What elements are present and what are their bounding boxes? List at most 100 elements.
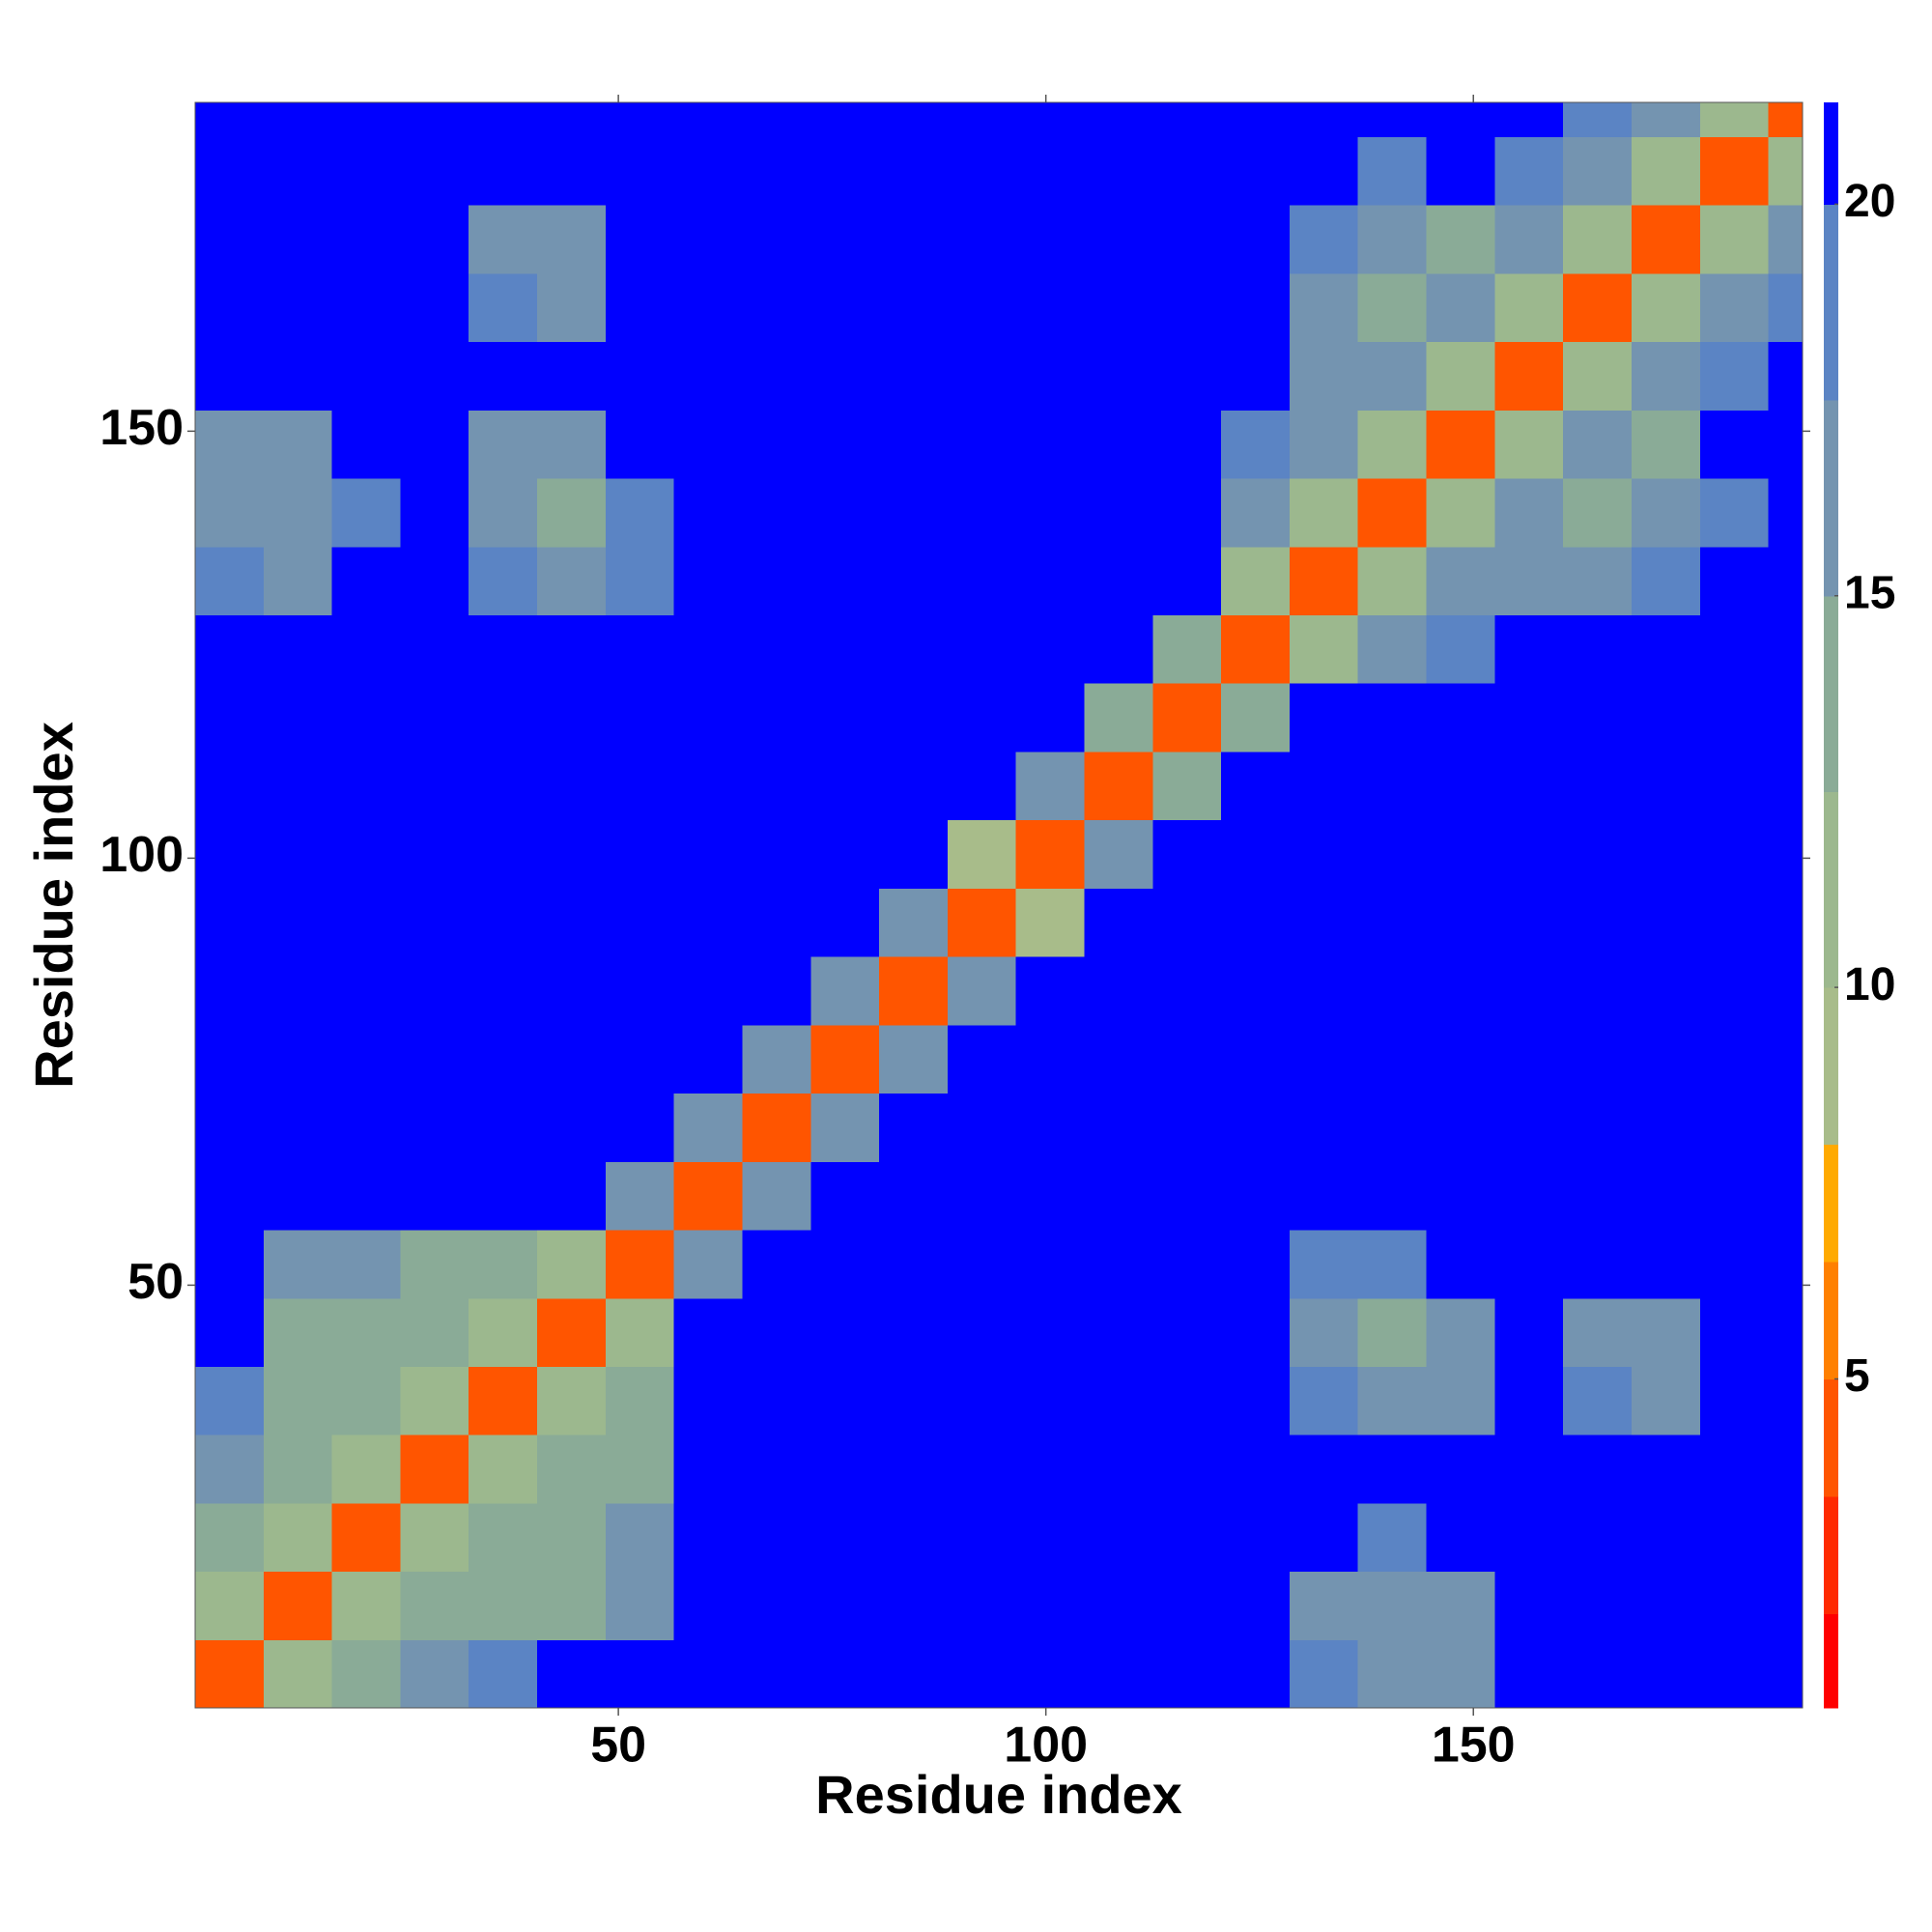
heatmap-cell — [1152, 1093, 1222, 1162]
heatmap-cell — [1152, 1161, 1222, 1231]
heatmap-cell — [1563, 1502, 1633, 1573]
heatmap-cell — [469, 1093, 538, 1162]
heatmap-cell — [1152, 1366, 1222, 1435]
heatmap-cell — [879, 819, 949, 889]
heatmap-cell — [810, 1229, 880, 1299]
heatmap-cell — [605, 888, 675, 957]
heatmap-cell — [537, 1161, 607, 1231]
heatmap-cell — [1563, 1024, 1633, 1094]
heatmap-cell — [1015, 102, 1086, 137]
heatmap-cell — [947, 546, 1017, 616]
heatmap-cell — [673, 751, 744, 821]
heatmap-cell — [810, 341, 880, 411]
heatmap-cell — [1699, 136, 1770, 206]
heatmap-cell — [1084, 1024, 1153, 1094]
heatmap-cell — [1357, 341, 1428, 411]
heatmap-cell — [469, 1297, 538, 1367]
heatmap-cell — [879, 1366, 949, 1435]
heatmap-cell — [810, 546, 880, 616]
heatmap-cell — [1768, 205, 1804, 274]
heatmap-cell — [810, 888, 880, 957]
heatmap-cell — [1563, 1161, 1633, 1231]
heatmap-cell — [1221, 205, 1291, 274]
heatmap-cell — [1152, 1435, 1222, 1504]
heatmap-cell — [879, 136, 949, 206]
heatmap-cell — [1699, 751, 1770, 821]
heatmap-cell — [1426, 205, 1495, 274]
heatmap-cell — [1768, 1366, 1804, 1435]
heatmap-cell — [1152, 1639, 1222, 1709]
heatmap-cell — [1699, 1229, 1770, 1299]
heatmap-cell — [1221, 819, 1291, 889]
heatmap-cell — [1768, 1297, 1804, 1367]
heatmap-cell — [1152, 819, 1222, 889]
heatmap-cell — [879, 956, 949, 1026]
heatmap-cell — [1426, 1502, 1495, 1573]
heatmap-cell — [1631, 546, 1701, 616]
heatmap-cell — [1084, 341, 1153, 411]
colorbar-band — [1824, 1378, 1838, 1497]
heatmap-cell — [673, 102, 744, 137]
heatmap-cell — [947, 751, 1017, 821]
heatmap-cell — [742, 1366, 811, 1435]
heatmap-cell — [331, 102, 402, 137]
heatmap-cell — [1289, 1639, 1359, 1709]
heatmap-cell — [195, 1639, 265, 1709]
heatmap-cell — [605, 1297, 675, 1367]
heatmap-cell — [537, 477, 607, 548]
heatmap-cell — [1494, 1639, 1564, 1709]
heatmap-cell — [1426, 1639, 1495, 1709]
heatmap-cell — [331, 136, 402, 206]
heatmap-cell — [673, 614, 744, 684]
heatmap-cell — [331, 614, 402, 684]
heatmap-cell — [1289, 136, 1359, 206]
colorbar-band — [1824, 1144, 1838, 1263]
heatmap-cell — [947, 1639, 1017, 1709]
heatmap-cell — [1768, 1093, 1804, 1162]
heatmap-cell — [400, 1435, 469, 1504]
heatmap-cell — [263, 1161, 333, 1231]
heatmap-cell — [1699, 410, 1770, 479]
heatmap-cell — [1152, 683, 1222, 753]
heatmap-cell — [1084, 956, 1153, 1026]
heatmap-cell — [469, 1229, 538, 1299]
heatmap-cell — [195, 1435, 265, 1504]
heatmap-cell — [537, 614, 607, 684]
heatmap-cell — [1221, 1639, 1291, 1709]
heatmap-cell — [1084, 102, 1153, 137]
heatmap-cell — [1015, 341, 1086, 411]
heatmap-cell — [400, 751, 469, 821]
heatmap-cell — [1152, 1502, 1222, 1573]
heatmap-cell — [263, 205, 333, 274]
heatmap-cell — [742, 1161, 811, 1231]
heatmap-cell — [1426, 1161, 1495, 1231]
heatmap-cell — [400, 888, 469, 957]
heatmap-cell — [673, 1366, 744, 1435]
heatmap-cell — [1152, 956, 1222, 1026]
heatmap-cell — [1221, 410, 1291, 479]
heatmap-cell — [1289, 1161, 1359, 1231]
heatmap-cell — [469, 1024, 538, 1094]
heatmap-cell — [537, 102, 607, 137]
heatmap-cell — [1699, 546, 1770, 616]
heatmap-cell — [673, 410, 744, 479]
heatmap-cell — [1699, 888, 1770, 957]
heatmap-cell — [195, 956, 265, 1026]
heatmap-cell — [263, 1366, 333, 1435]
heatmap-cell — [810, 1297, 880, 1367]
colorbar-tick-label: 5 — [1844, 1350, 1870, 1402]
heatmap-cell — [263, 477, 333, 548]
heatmap-cell — [673, 683, 744, 753]
heatmap-cell — [1768, 819, 1804, 889]
heatmap-cell — [1289, 1502, 1359, 1573]
heatmap-cell — [947, 136, 1017, 206]
heatmap-cell — [400, 136, 469, 206]
heatmap-cell — [879, 751, 949, 821]
heatmap-cell — [1015, 683, 1086, 753]
heatmap-cell — [1426, 102, 1495, 137]
heatmap-cell — [331, 341, 402, 411]
heatmap-cell — [195, 819, 265, 889]
heatmap-cell — [1289, 751, 1359, 821]
heatmap-cell — [947, 477, 1017, 548]
heatmap-cell — [263, 888, 333, 957]
